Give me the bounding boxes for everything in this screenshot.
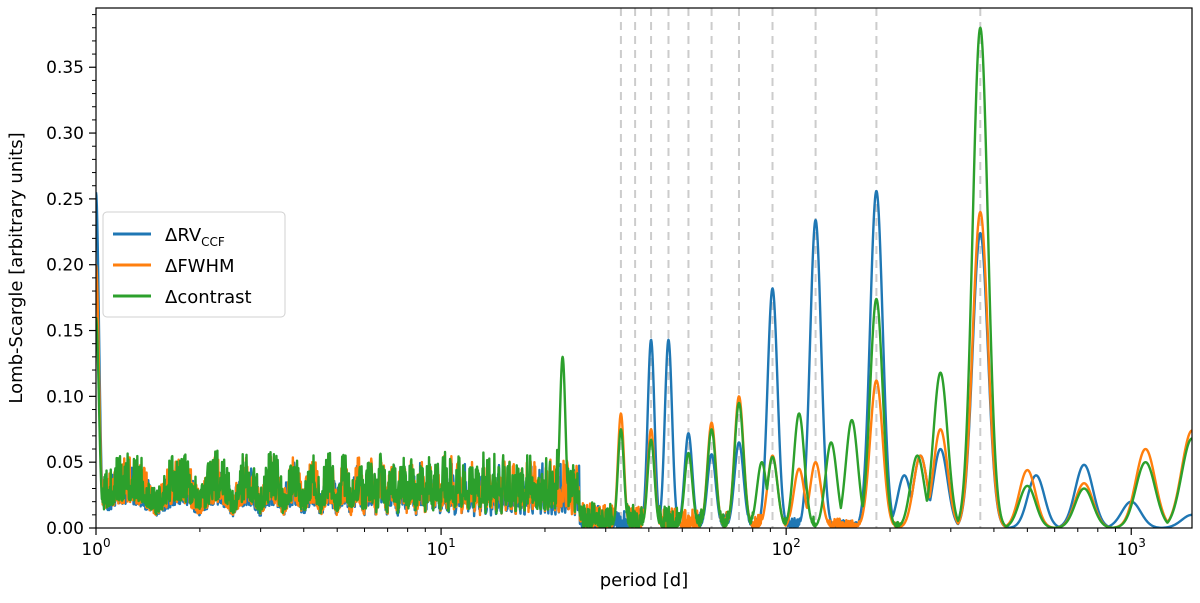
legend-label: Δcontrast	[165, 287, 252, 308]
y-axis: 0.00 0.05 0.10 0.15 0.20 0.25 0.30 0.35	[46, 14, 96, 539]
x-axis-label: period [d]	[600, 570, 689, 591]
legend-label: ΔRVCCF	[165, 225, 225, 249]
y-tick-label: 0.05	[46, 453, 84, 473]
series-line	[96, 26, 1192, 528]
y-axis-label: Lomb-Scargle [arbitrary units]	[6, 132, 27, 403]
legend-box	[102, 211, 286, 318]
legend-label: ΔFWHM	[165, 256, 235, 277]
y-tick-label: 0.30	[46, 124, 84, 144]
y-tick-label: 0.20	[46, 256, 84, 276]
y-tick-label: 0.10	[46, 387, 84, 407]
x-axis: 100 101 102 103	[81, 528, 1146, 560]
x-tick-label: 101	[426, 536, 455, 560]
x-tick-label: 102	[772, 536, 801, 560]
plot-frame	[95, 7, 1193, 529]
y-tick-label: 0.25	[46, 190, 84, 210]
y-tick-label: 0.00	[46, 519, 84, 539]
legend: ΔRVCCF ΔFWHM Δcontrast	[102, 211, 286, 318]
y-tick-label: 0.15	[46, 322, 84, 342]
x-tick-label: 100	[81, 536, 110, 560]
y-tick-label: 0.35	[46, 58, 84, 78]
reference-lines	[619, 8, 982, 528]
x-tick-label: 103	[1117, 536, 1146, 560]
